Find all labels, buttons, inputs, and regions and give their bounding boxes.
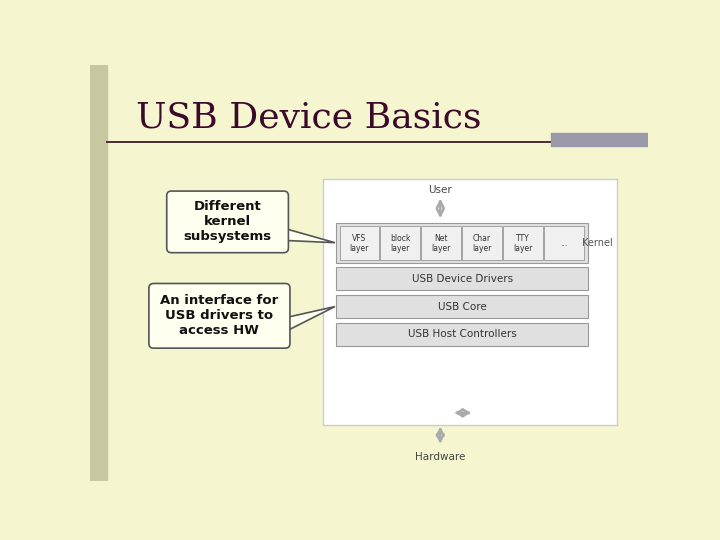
Text: VFS
layer: VFS layer <box>350 234 369 253</box>
FancyBboxPatch shape <box>149 284 290 348</box>
FancyBboxPatch shape <box>503 226 543 260</box>
Text: Net
layer: Net layer <box>431 234 451 253</box>
FancyBboxPatch shape <box>462 226 502 260</box>
Text: Kernel: Kernel <box>582 238 612 248</box>
Text: USB Device Drivers: USB Device Drivers <box>412 274 513 284</box>
Polygon shape <box>282 307 335 334</box>
Text: USB Device Basics: USB Device Basics <box>137 100 482 134</box>
Text: USB Core: USB Core <box>438 301 487 312</box>
Text: block
layer: block layer <box>390 234 410 253</box>
Text: Hardware: Hardware <box>415 452 466 462</box>
Text: An interface for
USB drivers to
access HW: An interface for USB drivers to access H… <box>161 294 279 338</box>
Polygon shape <box>280 227 335 242</box>
FancyBboxPatch shape <box>336 295 588 318</box>
Bar <box>90 65 107 481</box>
Text: TTY
layer: TTY layer <box>513 234 533 253</box>
Bar <box>551 132 648 146</box>
Text: Char
layer: Char layer <box>472 234 492 253</box>
FancyBboxPatch shape <box>323 179 617 425</box>
Text: User: User <box>428 185 452 194</box>
FancyBboxPatch shape <box>544 226 584 260</box>
FancyBboxPatch shape <box>421 226 461 260</box>
Text: Different
kernel
subsystems: Different kernel subsystems <box>184 200 271 244</box>
FancyBboxPatch shape <box>167 191 289 253</box>
FancyBboxPatch shape <box>336 267 588 291</box>
FancyBboxPatch shape <box>336 222 588 262</box>
FancyBboxPatch shape <box>380 226 420 260</box>
Text: ...: ... <box>560 239 567 248</box>
FancyBboxPatch shape <box>336 323 588 346</box>
Text: USB Host Controllers: USB Host Controllers <box>408 329 517 339</box>
FancyBboxPatch shape <box>340 226 379 260</box>
